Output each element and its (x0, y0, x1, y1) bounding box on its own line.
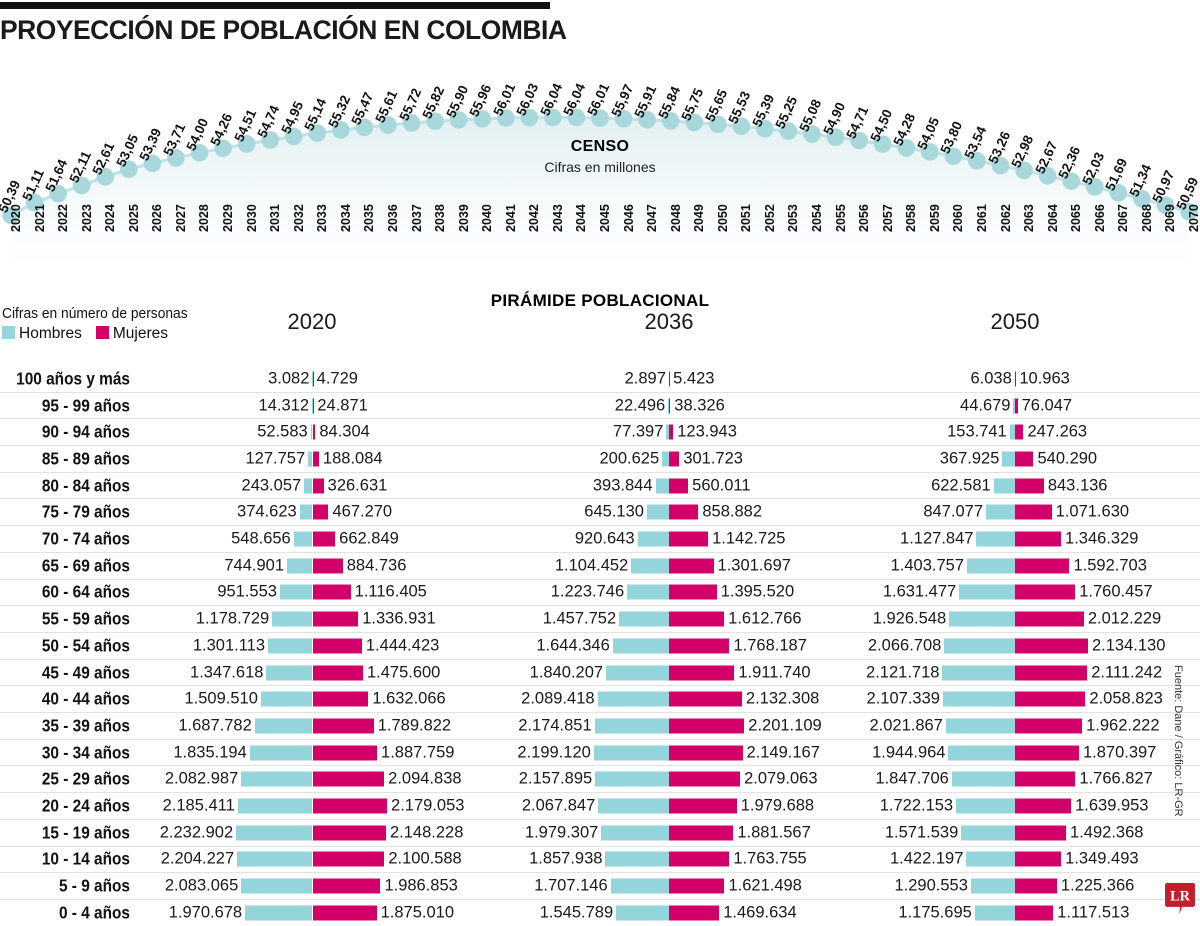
svg-text:LR: LR (1170, 888, 1191, 904)
